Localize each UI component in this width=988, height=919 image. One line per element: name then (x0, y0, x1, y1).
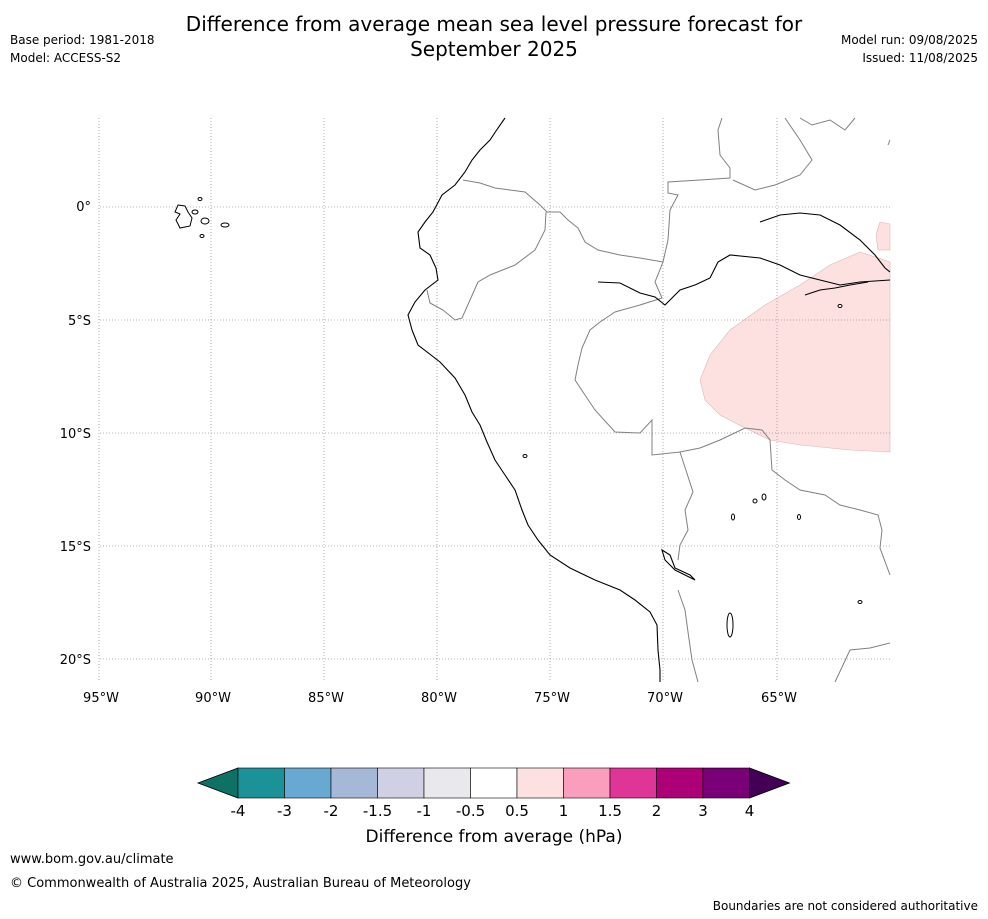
colorbar-tick-label: -0.5 (456, 802, 485, 820)
lat-label: 20°S (60, 653, 91, 668)
map-title: Difference from average mean sea level p… (0, 12, 988, 62)
colorbar-segment (237, 767, 285, 799)
model-run-text: Model run: 09/08/2025 (840, 33, 978, 47)
latitude-labels: 0° 5°S 10°S 15°S 20°S (60, 200, 91, 668)
country-borders (426, 117, 891, 683)
lon-label: 90°W (195, 691, 231, 706)
colorbar-tick-label: -1 (417, 802, 432, 820)
colorbar-extend-low (196, 767, 239, 799)
colorbar-tick-label: -2 (324, 802, 339, 820)
colorbar-segment (330, 767, 378, 799)
footer-url: www.bom.gov.au/climate (10, 852, 174, 867)
lon-label: 65°W (761, 691, 797, 706)
galapagos-islands (174, 197, 230, 238)
colorbar-extend-high (749, 767, 791, 799)
colorbar-segment (423, 767, 471, 799)
lat-label: 5°S (68, 314, 91, 329)
colorbar-tick-label: 4 (745, 802, 755, 820)
colorbar (196, 767, 791, 799)
colorbar-tick-label: 0.5 (505, 802, 529, 820)
colorbar-segment (563, 767, 611, 799)
lon-label: 70°W (647, 691, 683, 706)
anomaly-region-small (875, 221, 891, 251)
colorbar-tick-label: -4 (231, 802, 246, 820)
colorbar-tick-label: 3 (698, 802, 708, 820)
lakes (522, 304, 863, 638)
anomaly-region-main (699, 251, 891, 453)
colorbar-tick-label: 1.5 (598, 802, 622, 820)
footer-copyright: © Commonwealth of Australia 2025, Austra… (10, 876, 471, 891)
footer-note: Boundaries are not considered authoritat… (712, 899, 978, 913)
colorbar-tick-labels: -4 -3 -2 -1.5 -1 -0.5 0.5 1 1.5 2 3 4 (231, 802, 755, 820)
lon-label: 95°W (83, 691, 119, 706)
colorbar-segment (656, 767, 704, 799)
issued-text: Issued: 11/08/2025 (862, 51, 978, 65)
lat-label: 15°S (60, 540, 91, 555)
colorbar-segment (284, 767, 332, 799)
meta-left: Base period: 1981-2018 Model: ACCESS-S2 (10, 31, 155, 67)
colorbar-tick-label: -3 (277, 802, 292, 820)
model-text: Model: ACCESS-S2 (10, 51, 122, 65)
lon-label: 85°W (308, 691, 344, 706)
longitude-labels: 95°W 90°W 85°W 80°W 75°W 70°W 65°W (83, 691, 797, 706)
colorbar-segment (516, 767, 564, 799)
lon-label: 75°W (534, 691, 570, 706)
title-line-2: September 2025 (410, 37, 578, 61)
colorbar-segment (470, 767, 518, 799)
meta-right: Model run: 09/08/2025 Issued: 11/08/2025 (841, 31, 978, 67)
colorbar-segment (702, 767, 750, 799)
title-line-1: Difference from average mean sea level p… (185, 12, 803, 36)
coastlines (407, 117, 891, 682)
colorbar-tick-label: 1 (559, 802, 569, 820)
lat-label: 0° (76, 200, 91, 215)
lat-label: 10°S (60, 427, 91, 442)
colorbar-title: Difference from average (hPa) (366, 827, 623, 847)
colorbar-segment (609, 767, 657, 799)
base-period-text: Base period: 1981-2018 (10, 33, 155, 47)
colorbar-segment (377, 767, 425, 799)
lon-label: 80°W (421, 691, 457, 706)
colorbar-tick-label: 2 (652, 802, 662, 820)
colorbar-tick-label: -1.5 (363, 802, 392, 820)
